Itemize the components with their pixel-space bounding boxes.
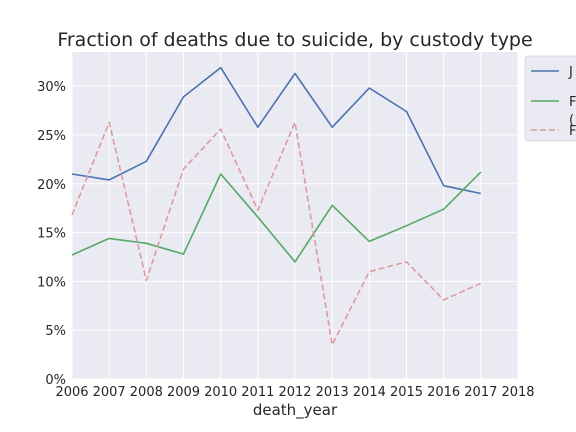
x-tick-label: 2009 [167, 385, 200, 400]
x-tick-label: 2008 [130, 385, 163, 400]
x-tick-label: 2013 [316, 385, 349, 400]
x-tick-label: 2014 [353, 385, 386, 400]
x-tick-label: 2011 [241, 385, 274, 400]
series-line-3 [71, 121, 482, 346]
y-tick-label: 30% [37, 80, 66, 95]
x-tick-label: 2006 [55, 385, 88, 400]
legend-label-2-line2: ( [569, 113, 574, 128]
legend-label-3: F [569, 124, 576, 139]
series-line-2 [71, 171, 482, 263]
x-tick-label: 2016 [427, 385, 460, 400]
x-tick-label: 2017 [464, 385, 497, 400]
y-tick-label: 25% [37, 129, 66, 144]
series-lines [71, 66, 482, 346]
legend: JF(F [524, 55, 576, 142]
legend-label-1: J [568, 65, 573, 80]
x-tick-label: 2018 [501, 385, 534, 400]
y-tick-label: 0% [45, 373, 66, 388]
tick-labels: 2006 2007 2008 2009 2010 2011 2012 2013 2014 2015… [37, 80, 534, 400]
chart-title: Fraction of deaths due to suicide, by cu… [57, 29, 532, 51]
x-axis-label: death_year [253, 401, 338, 420]
legend-box [524, 55, 576, 142]
series-line-1 [71, 66, 481, 195]
y-tick-label: 15% [37, 227, 66, 242]
x-tick-label: 2010 [204, 385, 237, 400]
legend-label-2: F [569, 95, 576, 110]
y-tick-label: 20% [37, 178, 66, 193]
y-tick-label: 5% [45, 324, 66, 339]
x-tick-label: 2015 [390, 385, 423, 400]
x-tick-label: 2012 [278, 385, 311, 400]
grid [71, 52, 519, 380]
x-tick-label: 2007 [93, 385, 126, 400]
y-tick-label: 10% [37, 275, 66, 290]
